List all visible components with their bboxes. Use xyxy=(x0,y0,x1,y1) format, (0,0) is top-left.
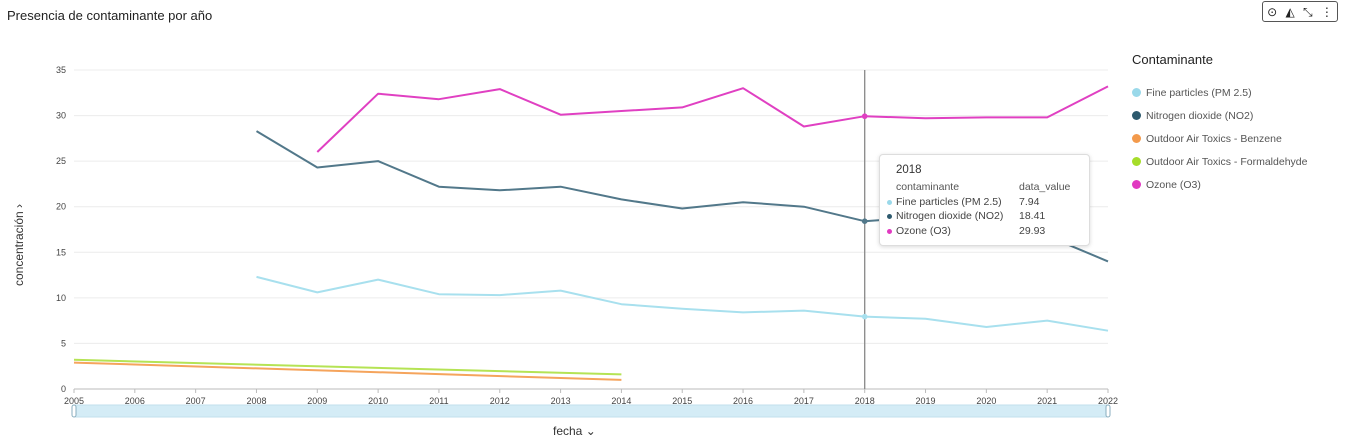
tooltip-label: Fine particles (PM 2.5) xyxy=(896,196,1002,208)
legend-item-formaldehyde[interactable]: Outdoor Air Toxics - Formaldehyde xyxy=(1132,150,1307,173)
legend: Contaminante Fine particles (PM 2.5) Nit… xyxy=(1132,52,1307,196)
clock-icon[interactable]: ⊙ xyxy=(1267,4,1278,19)
legend-swatch xyxy=(1132,88,1141,97)
series-line xyxy=(316,85,1109,153)
x-tick-label: 2006 xyxy=(125,396,145,406)
visual-toolbar: ⊙ ◭ ⤡ ⋮ xyxy=(1262,1,1338,22)
range-slider xyxy=(73,404,1109,418)
tooltip: 2018 contaminante data_value Fine partic… xyxy=(879,154,1090,246)
x-tick-label: 2021 xyxy=(1037,396,1057,406)
tooltip-value: 7.94 xyxy=(1019,196,1040,208)
x-tick-label: 2016 xyxy=(733,396,753,406)
y-axis-label[interactable]: concentración › xyxy=(12,203,26,287)
highlight-point xyxy=(861,218,868,225)
tooltip-value: 29.93 xyxy=(1019,225,1046,237)
x-tick-label: 2018 xyxy=(855,396,875,406)
tooltip-label: Ozone (O3) xyxy=(896,225,951,237)
tooltip-swatch xyxy=(887,199,892,205)
legend-label: Fine particles (PM 2.5) xyxy=(1146,86,1252,99)
collapse-icon[interactable]: ⤡ xyxy=(1302,4,1313,19)
tooltip-label: Nitrogen dioxide (NO2) xyxy=(896,210,1004,222)
legend-item-pm25[interactable]: Fine particles (PM 2.5) xyxy=(1132,81,1307,104)
legend-item-ozone[interactable]: Ozone (O3) xyxy=(1132,173,1307,196)
x-tick-label: 2010 xyxy=(368,396,388,406)
y-tick-label: 20 xyxy=(56,202,66,212)
series-line xyxy=(73,358,622,376)
legend-title: Contaminante xyxy=(1132,52,1213,67)
y-tick-label: 5 xyxy=(61,338,66,348)
range-slider-handle-right xyxy=(1105,404,1111,418)
y-tick-label: 0 xyxy=(61,384,66,394)
tooltip-row: Fine particles (PM 2.5) xyxy=(887,196,1002,208)
highlight-point xyxy=(861,113,868,120)
legend-item-no2[interactable]: Nitrogen dioxide (NO2) xyxy=(1132,104,1307,127)
x-tick-label: 2020 xyxy=(976,396,996,406)
tooltip-title: 2018 xyxy=(896,164,922,176)
y-tick-label: 25 xyxy=(56,156,66,166)
chart-title: Presencia de contaminante por año xyxy=(7,8,213,23)
legend-swatch xyxy=(1132,111,1141,120)
legend-swatch xyxy=(1132,157,1141,166)
x-tick-label: 2014 xyxy=(611,396,631,406)
range-slider-handle-left xyxy=(71,404,77,418)
y-tick-label: 10 xyxy=(56,293,66,303)
series-line xyxy=(256,275,1109,332)
tooltip-row: Nitrogen dioxide (NO2) xyxy=(887,210,1003,222)
tooltip-swatch xyxy=(887,213,892,219)
legend-item-benzene[interactable]: Outdoor Air Toxics - Benzene xyxy=(1132,127,1307,150)
legend-label: Nitrogen dioxide (NO2) xyxy=(1146,109,1254,122)
x-tick-label: 2019 xyxy=(916,396,936,406)
tooltip-row: Ozone (O3) xyxy=(887,225,951,237)
legend-label: Outdoor Air Toxics - Benzene xyxy=(1146,132,1282,145)
y-tick-label: 15 xyxy=(56,247,66,257)
x-tick-label: 2008 xyxy=(246,396,266,406)
chart-icon[interactable]: ◭ xyxy=(1285,4,1295,19)
y-tick-label: 35 xyxy=(56,65,66,75)
x-tick-label: 2011 xyxy=(429,396,448,406)
x-tick-label: 2022 xyxy=(1098,396,1118,406)
legend-label: Outdoor Air Toxics - Formaldehyde xyxy=(1146,155,1308,168)
series-line xyxy=(73,361,622,381)
legend-label: Ozone (O3) xyxy=(1146,178,1201,191)
tooltip-col-header: data_value xyxy=(1019,181,1071,193)
y-tick-label: 30 xyxy=(56,111,66,121)
tooltip-value: 18.41 xyxy=(1019,210,1046,222)
x-tick-label: 2005 xyxy=(64,396,84,406)
x-tick-label: 2012 xyxy=(490,396,510,406)
more-icon[interactable]: ⋮ xyxy=(1320,4,1333,19)
x-tick-label: 2015 xyxy=(672,396,692,406)
legend-swatch xyxy=(1132,180,1141,189)
x-tick-label: 2013 xyxy=(551,396,571,406)
tooltip-col-header: contaminante xyxy=(896,181,960,193)
x-tick-label: 2009 xyxy=(307,396,327,406)
legend-swatch xyxy=(1132,134,1141,143)
x-tick-label: 2007 xyxy=(186,396,206,406)
tooltip-swatch xyxy=(887,228,892,234)
x-axis-label[interactable]: fecha ⌄ xyxy=(553,424,596,438)
x-tick-label: 2017 xyxy=(794,396,814,406)
highlight-point xyxy=(861,313,868,320)
